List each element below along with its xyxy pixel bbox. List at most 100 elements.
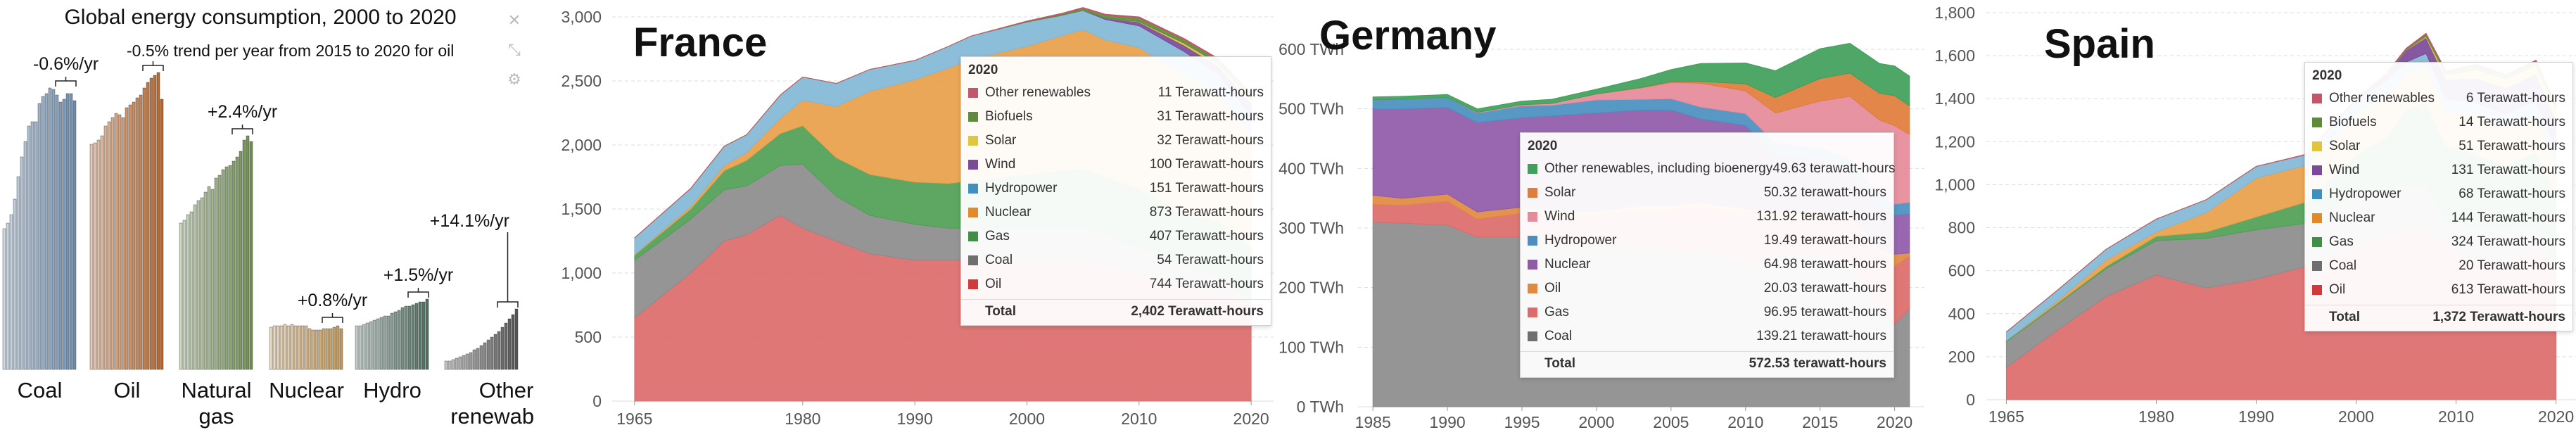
category-label-hydro: Hydro <box>363 378 421 403</box>
bar-nuclear-1 <box>272 325 277 370</box>
y-tick-label: 600 TWh <box>1279 40 1344 58</box>
y-tick-label: 1,500 <box>561 200 602 218</box>
bar-other-renewables-1 <box>448 360 452 370</box>
bar-oil-6 <box>110 117 115 370</box>
tooltip-series-label: Solar <box>2329 139 2361 153</box>
bar-oil-7 <box>114 113 118 370</box>
settings-icon[interactable]: ⚙ <box>507 70 521 88</box>
bar-natural-gas-5 <box>196 200 201 370</box>
bar-nuclear-7 <box>293 325 298 370</box>
y-tick-label: 1,600 <box>1934 46 1975 65</box>
bar-hydro-15 <box>407 305 412 370</box>
tooltip-series-label: Hydropower <box>985 181 1058 196</box>
bar-natural-gas-4 <box>193 204 197 370</box>
bar-natural-gas-10 <box>214 177 218 370</box>
category-label-natural-gas: Natural <box>182 378 252 403</box>
tooltip-series-label: Wind <box>2329 163 2360 177</box>
tooltip-series-label: Nuclear <box>985 205 1032 220</box>
trend-bracket-natural-gas <box>231 125 253 134</box>
bar-other-renewables-6 <box>465 353 469 370</box>
tooltip-series-value: 6 Terawatt-hours <box>2466 91 2565 106</box>
tooltip-series-value: 50.32 terawatt-hours <box>1763 185 1886 200</box>
tooltip-series-value: 144 Terawatt-hours <box>2451 210 2565 225</box>
bar-coal-18 <box>65 93 70 370</box>
trend-label-natural-gas: +2.4%/yr <box>208 102 277 122</box>
legend-swatch <box>2312 94 2322 103</box>
legend-swatch <box>968 112 978 122</box>
category-label-coal: Coal <box>18 378 63 403</box>
tooltip-spacer <box>968 307 978 317</box>
y-tick-label: 1,200 <box>1934 132 1975 151</box>
bar-other-renewables-4 <box>458 356 462 370</box>
legend-swatch <box>2312 261 2322 271</box>
y-tick-label: 200 <box>1948 348 1975 366</box>
bar-natural-gas-12 <box>221 169 225 370</box>
tooltip-row: Biofuels 14 Terawatt-hours <box>2305 110 2572 134</box>
tooltip-spacer <box>1528 359 1537 369</box>
tooltip-series-value: 96.95 terawatt-hours <box>1763 305 1886 319</box>
bar-coal-11 <box>41 96 45 370</box>
bar-nuclear-16 <box>325 328 329 370</box>
bar-hydro-5 <box>372 319 376 370</box>
bar-other-renewables-20 <box>514 308 519 370</box>
tooltip-series-label: Other renewables <box>2329 91 2435 106</box>
tooltip-series-label: Nuclear <box>2329 210 2375 225</box>
bar-oil-10 <box>125 107 129 370</box>
y-tick-label: 500 <box>575 328 602 346</box>
category-label-other-renewables-line2: renewables <box>450 404 535 429</box>
bar-coal-5 <box>20 156 24 370</box>
bar-other-renewables-18 <box>507 318 512 370</box>
bar-other-renewables-10 <box>479 345 483 370</box>
shrink-icon[interactable]: ⤡ <box>508 41 521 58</box>
close-icon[interactable]: ✕ <box>507 11 521 29</box>
x-tick-label: 1990 <box>2238 407 2274 426</box>
bar-oil-17 <box>149 77 153 370</box>
legend-swatch <box>1528 260 1537 270</box>
legend-swatch <box>1528 284 1537 293</box>
tooltip-series-label: Solar <box>985 133 1017 148</box>
legend-swatch <box>1528 212 1537 222</box>
bar-hydro-11 <box>393 311 398 370</box>
bar-hydro-9 <box>386 315 391 370</box>
tooltip-year: 2020 <box>2312 68 2342 83</box>
tooltip-series-value: 139.21 terawatt-hours <box>1756 329 1886 343</box>
bar-nuclear-2 <box>276 325 280 370</box>
bar-oil-3 <box>100 135 104 370</box>
bar-hydro-8 <box>383 315 387 370</box>
bar-coal-6 <box>23 141 27 370</box>
bar-coal-2 <box>9 214 13 370</box>
legend-swatch <box>2312 118 2322 127</box>
tooltip-series-value: 32 Terawatt-hours <box>1157 133 1264 148</box>
bar-other-renewables-16 <box>500 327 505 370</box>
legend-swatch <box>968 255 978 265</box>
x-tick-label: 1980 <box>785 410 820 428</box>
area-other-renewables-including-bioenergy[interactable] <box>1372 42 1910 113</box>
bar-natural-gas-6 <box>200 197 204 370</box>
tooltip-total-label: Total <box>985 304 1016 319</box>
bar-oil-14 <box>139 94 143 370</box>
bar-hydro-1 <box>358 325 362 370</box>
bar-nuclear-18 <box>332 327 336 370</box>
legend-swatch <box>968 184 978 194</box>
bar-other-renewables-7 <box>469 352 473 370</box>
tooltip-row: Gas 324 Terawatt-hours <box>2305 230 2572 254</box>
bar-group-oil: -0.5% trend per year from 2015 to 2020 f… <box>89 42 454 403</box>
bar-nuclear-9 <box>300 325 305 370</box>
tooltip-series-value: 131.92 terawatt-hours <box>1756 209 1886 224</box>
bar-hydro-10 <box>390 312 394 370</box>
tooltip-total-row: Total 1,372 Terawatt-hours <box>2305 305 2572 331</box>
tooltip-total-value: 572.53 terawatt-hours <box>1749 356 1886 371</box>
y-tick-label: 200 TWh <box>1279 279 1344 297</box>
bar-coal-20 <box>72 100 77 370</box>
category-label-oil: Oil <box>114 378 141 403</box>
legend-swatch <box>1528 164 1537 174</box>
tooltip-row: Solar 32 Terawatt-hours <box>961 129 1271 153</box>
bar-hydro-14 <box>404 305 408 370</box>
tooltip-series-label: Coal <box>1544 329 1573 343</box>
bar-natural-gas-2 <box>186 214 190 370</box>
tooltip-series-label: Hydropower <box>2329 186 2401 201</box>
y-tick-label: 2,000 <box>561 136 602 154</box>
tooltip-total-value: 1,372 Terawatt-hours <box>2432 310 2565 324</box>
legend-swatch <box>1528 188 1537 198</box>
bar-oil-1 <box>93 142 97 370</box>
